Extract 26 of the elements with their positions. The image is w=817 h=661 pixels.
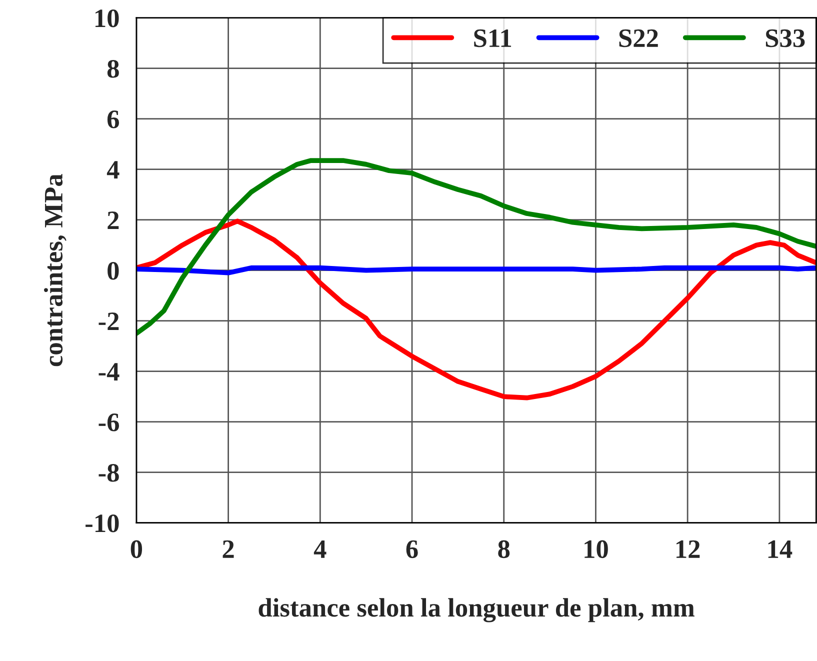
legend-label: S22 (619, 29, 658, 48)
legend-label: S33 (766, 29, 805, 48)
y-tick-label: 10 (96, 9, 119, 28)
y-axis-title: contraintes, MPa (44, 174, 66, 366)
y-tick-label: -6 (98, 414, 119, 432)
y-tick-label: -4 (98, 363, 120, 381)
y-tick-label: 2 (108, 212, 119, 230)
line-series (136, 218, 816, 400)
x-tick-label: 2 (222, 540, 234, 558)
x-tick-label: 0 (130, 540, 142, 558)
y-tick-label: -2 (98, 312, 119, 330)
y-tick-label: 4 (106, 161, 120, 179)
y-tick-label: -8 (98, 464, 119, 482)
line-series (136, 158, 816, 336)
y-tick-label: -10 (86, 514, 119, 532)
x-tick-label: 8 (498, 540, 510, 558)
x-tick-label: 12 (676, 540, 700, 558)
y-tick-label: 0 (108, 262, 119, 280)
x-tick-label: 10 (584, 540, 608, 558)
x-tick-label: 14 (768, 540, 792, 558)
x-axis-title: distance selon la longueur de plan, mm (258, 598, 694, 622)
legend-label: S11 (474, 29, 512, 48)
x-tick-label: 4 (314, 540, 326, 558)
y-tick-label: 6 (107, 110, 119, 128)
x-tick-label: 6 (406, 540, 418, 558)
y-tick-label: 8 (107, 60, 119, 78)
